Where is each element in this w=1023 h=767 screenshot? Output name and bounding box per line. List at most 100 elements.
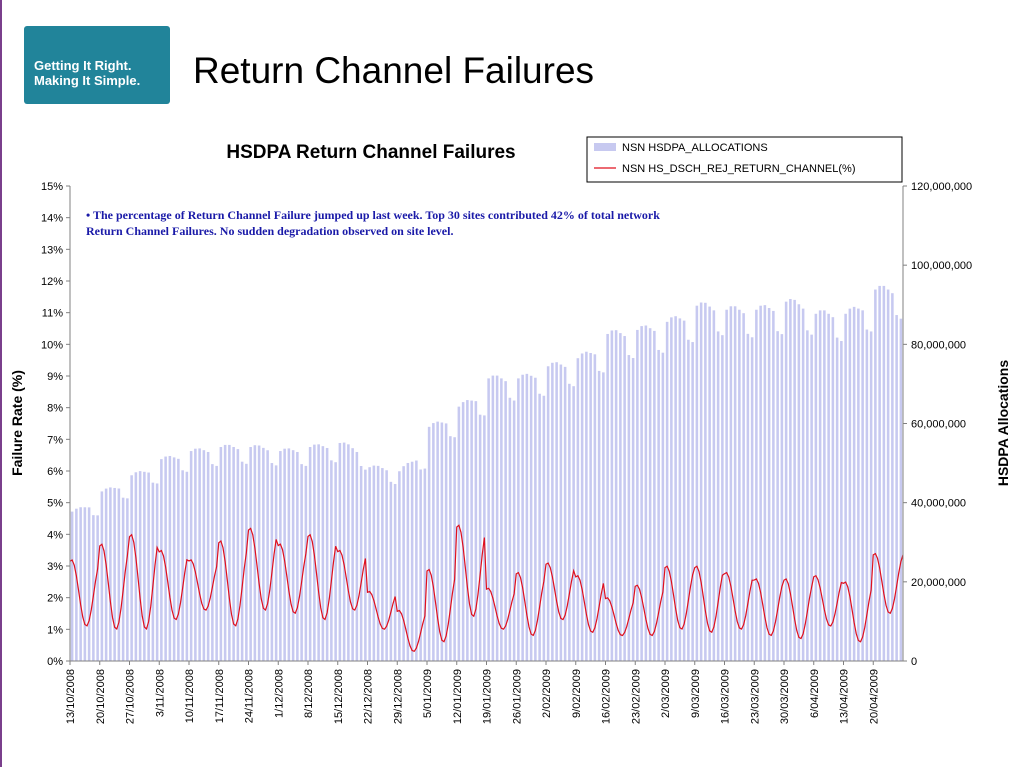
bar bbox=[806, 330, 809, 661]
bar bbox=[232, 447, 235, 661]
bar bbox=[665, 321, 669, 661]
bar bbox=[563, 366, 567, 661]
bar bbox=[245, 463, 248, 661]
x-tick-label: 1/12/2008 bbox=[273, 669, 285, 718]
bar bbox=[432, 423, 435, 661]
bar bbox=[240, 461, 244, 661]
bar bbox=[857, 308, 860, 661]
bar bbox=[691, 342, 694, 661]
bar bbox=[440, 422, 444, 661]
bar bbox=[631, 358, 635, 661]
bar bbox=[466, 400, 469, 661]
bar bbox=[202, 450, 206, 661]
bar bbox=[716, 331, 720, 661]
bar bbox=[648, 328, 652, 661]
bar bbox=[279, 451, 282, 661]
bar bbox=[606, 333, 609, 661]
bar bbox=[597, 370, 601, 661]
x-tick-label: 2/03/2009 bbox=[660, 669, 672, 718]
bar bbox=[406, 462, 410, 661]
bar bbox=[330, 460, 333, 661]
bar bbox=[109, 487, 112, 661]
left-tick-label: 14% bbox=[41, 213, 63, 225]
bar bbox=[627, 355, 631, 661]
bar bbox=[712, 310, 716, 661]
left-tick-label: 4% bbox=[47, 529, 63, 541]
left-tick-label: 10% bbox=[41, 339, 63, 351]
bar bbox=[376, 465, 380, 661]
logo-line-2: Making It Simple. bbox=[34, 73, 141, 88]
bar bbox=[368, 467, 371, 661]
left-tick-label: 3% bbox=[47, 561, 63, 573]
bar bbox=[750, 337, 754, 661]
bar bbox=[257, 445, 261, 661]
bar bbox=[801, 308, 805, 661]
left-tick-label: 2% bbox=[47, 593, 63, 605]
bar bbox=[342, 442, 346, 661]
bar bbox=[147, 472, 150, 661]
bar bbox=[623, 336, 626, 661]
bar bbox=[525, 373, 529, 661]
x-tick-label: 20/04/2009 bbox=[868, 669, 880, 724]
bar bbox=[610, 330, 614, 661]
left-tick-label: 5% bbox=[47, 498, 63, 510]
bar bbox=[100, 491, 104, 661]
bar bbox=[500, 378, 503, 662]
bar bbox=[831, 317, 835, 661]
bar bbox=[117, 488, 121, 661]
bar bbox=[300, 464, 303, 661]
x-tick-label: 9/02/2009 bbox=[571, 669, 583, 718]
bar bbox=[415, 460, 418, 661]
bar bbox=[181, 470, 184, 661]
bar bbox=[674, 316, 677, 661]
x-tick-label: 20/10/2008 bbox=[95, 669, 107, 724]
bar bbox=[755, 309, 758, 661]
x-tick-label: 17/11/2008 bbox=[214, 669, 226, 723]
bar bbox=[891, 293, 894, 661]
bar bbox=[138, 471, 142, 661]
bar bbox=[402, 466, 405, 661]
bar bbox=[134, 472, 138, 661]
left-tick-label: 0% bbox=[47, 656, 63, 668]
bar bbox=[211, 464, 214, 661]
bar bbox=[835, 337, 839, 661]
x-tick-label: 13/04/2009 bbox=[839, 669, 851, 724]
bar bbox=[602, 372, 605, 661]
bar bbox=[262, 447, 265, 661]
bar bbox=[818, 310, 822, 661]
right-tick-label: 20,000,000 bbox=[911, 577, 966, 589]
bar bbox=[347, 444, 350, 661]
legend-label-failure: NSN HS_DSCH_REJ_RETURN_CHANNEL(%) bbox=[622, 163, 856, 175]
bar bbox=[810, 334, 813, 661]
bar bbox=[317, 444, 320, 661]
bar bbox=[164, 456, 167, 661]
bar bbox=[653, 330, 656, 661]
bar bbox=[172, 457, 176, 661]
logo-line-1: Getting It Right. bbox=[34, 58, 132, 73]
bar bbox=[70, 511, 74, 661]
x-tick-label: 15/12/2008 bbox=[333, 669, 345, 724]
bar bbox=[253, 445, 257, 661]
bar bbox=[521, 374, 524, 661]
bar bbox=[580, 353, 584, 661]
bar bbox=[185, 471, 189, 661]
bar bbox=[848, 308, 852, 661]
bar bbox=[759, 305, 762, 661]
bar bbox=[461, 402, 465, 661]
bar bbox=[491, 375, 495, 661]
x-tick-label: 16/03/2009 bbox=[720, 669, 732, 724]
annotation-line-2: Return Channel Failures. No sudden degra… bbox=[86, 224, 453, 238]
bar bbox=[542, 395, 546, 661]
bar bbox=[784, 301, 788, 661]
bar bbox=[593, 354, 597, 661]
bar bbox=[899, 318, 903, 661]
bar bbox=[113, 487, 116, 661]
bar bbox=[308, 447, 312, 661]
bar bbox=[534, 377, 537, 661]
bar bbox=[436, 421, 439, 661]
bar bbox=[449, 436, 452, 661]
left-tick-label: 12% bbox=[41, 276, 63, 288]
annotation-text: • The percentage of Return Channel Failu… bbox=[86, 208, 660, 238]
bar bbox=[682, 320, 686, 661]
bar bbox=[338, 442, 342, 661]
